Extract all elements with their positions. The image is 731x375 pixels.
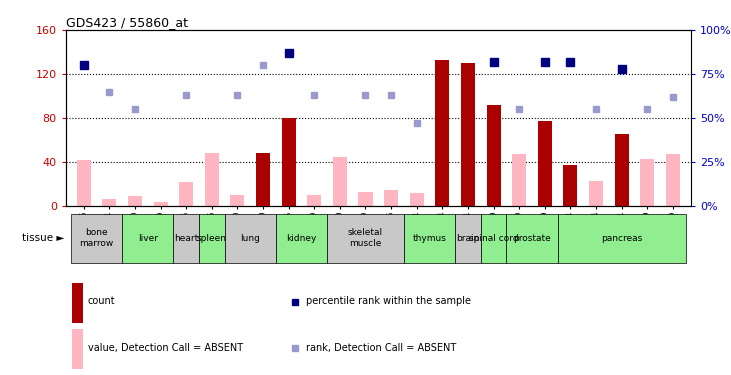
Bar — [589, 181, 603, 206]
Bar — [179, 182, 193, 206]
Bar — [128, 196, 142, 206]
Bar — [199, 214, 224, 262]
Bar — [666, 154, 680, 206]
Text: tissue ►: tissue ► — [22, 233, 64, 243]
Bar — [102, 198, 116, 206]
Bar — [122, 214, 173, 262]
Bar — [224, 214, 276, 262]
Text: count: count — [88, 297, 115, 306]
Bar — [640, 159, 654, 206]
Bar — [71, 214, 122, 262]
Bar — [256, 153, 270, 206]
Bar — [404, 214, 455, 262]
Bar — [327, 214, 404, 262]
Bar — [409, 193, 424, 206]
Bar — [72, 283, 83, 322]
Bar — [455, 214, 481, 262]
Bar — [333, 157, 347, 206]
Text: brain: brain — [456, 234, 480, 243]
Bar — [72, 329, 83, 369]
Bar — [230, 195, 244, 206]
Bar — [276, 214, 327, 262]
Bar — [512, 154, 526, 206]
Bar — [507, 214, 558, 262]
Text: prostate: prostate — [513, 234, 551, 243]
Text: heart: heart — [174, 234, 198, 243]
Bar — [281, 118, 295, 206]
Text: thymus: thymus — [412, 234, 447, 243]
Bar — [281, 164, 295, 206]
Text: percentile rank within the sample: percentile rank within the sample — [306, 297, 471, 306]
Text: spinal cord: spinal cord — [469, 234, 518, 243]
Bar — [615, 134, 629, 206]
Bar — [154, 202, 167, 206]
Bar — [487, 105, 501, 206]
Bar — [481, 214, 507, 262]
Text: pancreas: pancreas — [601, 234, 643, 243]
Text: GDS423 / 55860_at: GDS423 / 55860_at — [66, 16, 188, 29]
Text: spleen: spleen — [197, 234, 227, 243]
Bar — [384, 190, 398, 206]
Text: rank, Detection Call = ABSENT: rank, Detection Call = ABSENT — [306, 343, 457, 353]
Text: lung: lung — [240, 234, 260, 243]
Text: skeletal
muscle: skeletal muscle — [348, 228, 383, 248]
Bar — [564, 165, 577, 206]
Bar — [77, 160, 91, 206]
Text: bone
marrow: bone marrow — [80, 228, 113, 248]
Bar — [435, 60, 450, 206]
Bar — [205, 153, 219, 206]
Text: liver: liver — [137, 234, 158, 243]
Bar — [461, 63, 475, 206]
Text: kidney: kidney — [287, 234, 317, 243]
Bar — [358, 192, 373, 206]
Bar — [538, 122, 552, 206]
Bar — [307, 195, 322, 206]
Bar — [558, 214, 686, 262]
Text: value, Detection Call = ABSENT: value, Detection Call = ABSENT — [88, 343, 243, 353]
Bar — [173, 214, 199, 262]
